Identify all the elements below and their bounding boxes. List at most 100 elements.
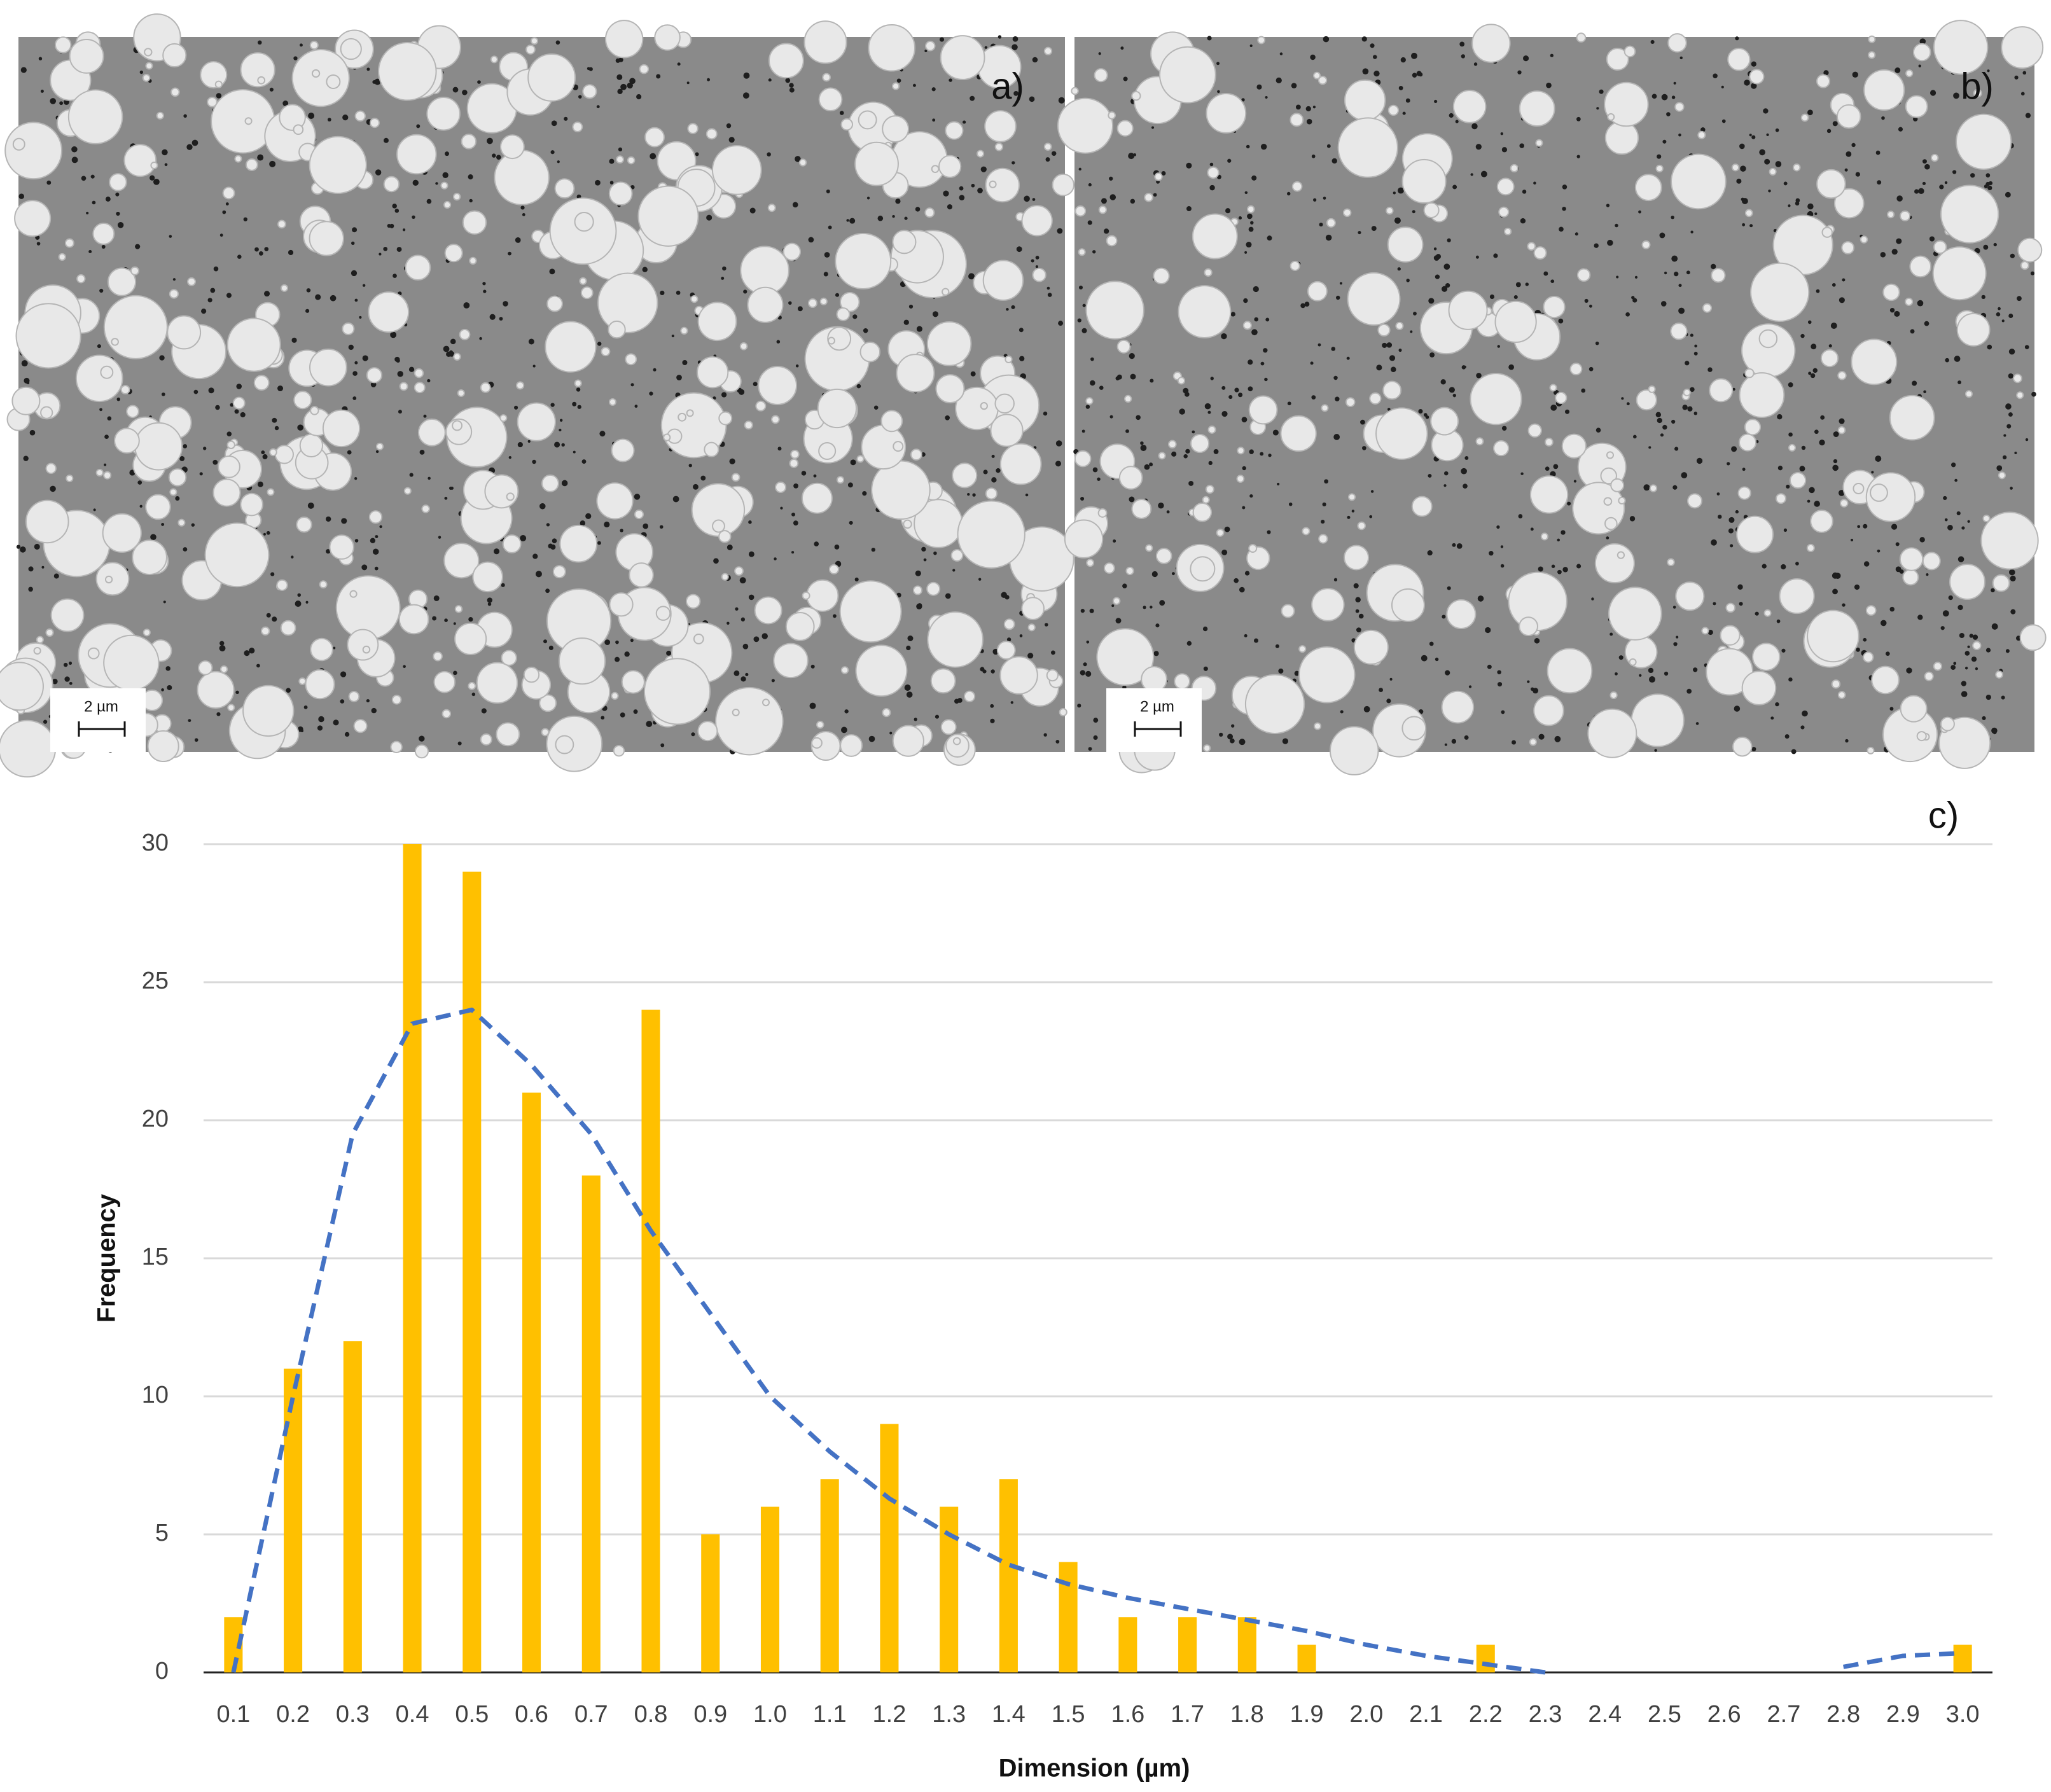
pore [1828,344,1832,348]
particle [1683,388,1691,397]
pore [20,546,26,553]
pore [97,344,101,349]
pore [1682,405,1688,410]
particle [1675,581,1705,611]
bar [760,1506,779,1672]
particle [609,592,634,617]
pore [1485,627,1491,634]
pore [1595,341,1599,345]
pore [1310,361,1314,365]
pore [1686,270,1690,275]
particle [156,111,164,120]
pore [1288,502,1293,506]
pore [438,536,441,539]
pore [903,319,909,325]
particle [1078,248,1086,256]
pore [1686,688,1692,694]
pore [1115,376,1120,380]
pore [1759,149,1765,156]
pore [729,458,735,464]
particle [222,186,235,200]
pore [256,663,260,668]
pore [1013,91,1019,96]
particle [1535,139,1543,147]
pore [1092,467,1098,473]
pore [1209,184,1215,191]
particle [663,433,671,441]
pore [740,617,746,622]
pore [1534,638,1540,644]
pore [743,72,750,79]
pore [1517,70,1522,74]
particle [721,573,729,581]
pore [501,583,505,587]
pore [1333,375,1338,380]
pore [1615,223,1618,228]
pore [745,672,749,676]
pore [1496,525,1500,529]
particle [399,382,408,391]
particle [1789,472,1807,489]
particle [1257,36,1266,45]
particle [309,41,319,50]
particle [1207,425,1216,434]
pore [839,111,844,115]
pore [753,636,760,642]
pore [1945,358,1949,363]
particle [1504,227,1512,236]
pore [288,249,294,256]
pore [1914,189,1919,194]
pore [1083,662,1087,667]
bar [522,1092,541,1672]
particle [340,38,362,60]
pore [791,551,795,554]
particle [244,117,253,125]
particle [1623,45,1636,58]
pore [1562,184,1568,190]
pore [856,384,861,389]
particle [1401,716,1427,741]
pore [412,179,419,186]
particle [1344,79,1386,122]
pore [1051,151,1057,156]
particle [169,488,177,496]
x-tick-label: 1.1 [813,1701,847,1728]
particle [130,266,140,275]
particle [232,396,246,410]
pore [1967,645,1970,648]
pore [1519,143,1524,148]
scale-text: 2 µm [1140,698,1174,715]
x-tick-label: 2.1 [1409,1701,1443,1728]
pore [1355,609,1359,613]
x-tick-label: 0.9 [693,1701,727,1728]
pore [1097,477,1101,481]
pore [1795,201,1800,206]
pore [1550,53,1554,57]
pore [1788,204,1791,207]
pore [1952,170,1957,174]
pore [1730,544,1734,548]
pore [226,293,232,298]
pore [494,548,500,555]
pore [1981,295,1985,300]
pore [1993,242,1997,247]
bar [1476,1644,1495,1672]
pore [617,88,623,94]
pore [2008,313,2013,318]
pore [749,207,756,214]
x-tick-label: 1.2 [873,1701,907,1728]
particle [104,575,113,584]
pore [609,158,615,164]
pore [379,253,382,256]
pore [116,397,121,401]
particle [1131,91,1141,101]
pore [1987,185,1992,191]
pore [595,179,601,186]
particle [469,256,477,265]
particle [734,566,744,576]
particle [807,298,817,309]
pore [1452,184,1457,190]
particle [822,73,831,82]
pore [949,78,952,82]
pore [69,681,73,685]
